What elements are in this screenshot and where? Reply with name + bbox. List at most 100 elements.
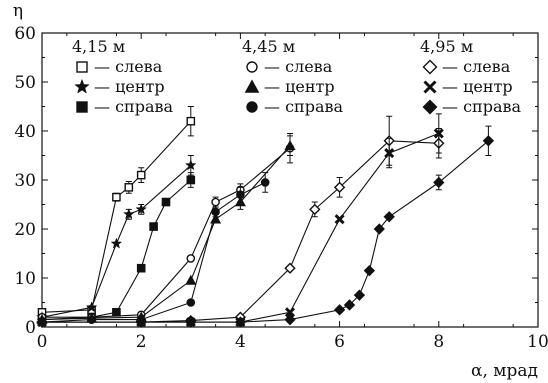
series-circle-open	[37, 132, 295, 322]
series-triangle-filled	[36, 135, 296, 324]
data-point	[135, 316, 147, 328]
y-tick-label: 20	[14, 220, 36, 240]
y-tick-label: 50	[14, 73, 36, 93]
data-point	[87, 315, 96, 324]
data-point	[334, 214, 345, 225]
legend-marker	[246, 61, 258, 73]
legend-entry: — центр	[244, 77, 335, 96]
legend-group: 4,95 м— слева— центр— справа	[420, 37, 522, 116]
legend-entry-label: — слева	[264, 57, 333, 76]
data-point	[211, 197, 220, 207]
x-tick-label: 10	[527, 332, 548, 352]
x-tick-label: 4	[235, 332, 246, 352]
legend-entry-label: — слева	[442, 57, 511, 76]
series-star	[36, 155, 197, 323]
data-point	[186, 254, 196, 263]
y-tick-label: 10	[14, 269, 36, 289]
legend-marker	[246, 101, 258, 113]
data-point	[211, 207, 220, 217]
data-point	[236, 190, 245, 199]
data-point	[234, 316, 247, 328]
data-point	[124, 183, 134, 192]
data-point	[333, 181, 346, 194]
x-tick-label: 0	[37, 332, 48, 352]
data-point	[284, 307, 296, 318]
data-point	[136, 263, 146, 273]
legend-group-title: 4,15 м	[72, 37, 125, 56]
data-point	[284, 139, 296, 150]
series-square-open	[37, 106, 196, 317]
legend-entry: — слева	[246, 57, 333, 76]
legend-marker	[422, 99, 438, 115]
data-point	[186, 298, 196, 307]
legend-group-title: 4,95 м	[420, 37, 473, 56]
data-point	[373, 223, 385, 235]
legend-marker	[423, 80, 437, 94]
data-point	[149, 222, 158, 231]
series-circle-filled	[37, 172, 270, 327]
legend-entry: — справа	[76, 97, 174, 116]
series-line	[41, 120, 192, 313]
y-tick-label: 0	[25, 318, 36, 338]
series-line	[42, 147, 291, 318]
legend-entry: — слева	[422, 57, 511, 76]
legend-entry: — центр	[423, 77, 513, 96]
data-point	[343, 299, 356, 311]
series-diamond-filled	[36, 125, 495, 328]
data-point	[383, 211, 395, 223]
x-axis-label: α, мрад	[471, 361, 538, 381]
x-tick-label: 8	[433, 332, 444, 352]
data-point	[184, 159, 197, 171]
legend-group: 4,45 м— слева— центр— справа	[242, 37, 344, 116]
data-point	[85, 301, 98, 313]
legend-entry-label: — справа	[442, 97, 522, 116]
series-layer	[36, 106, 495, 328]
data-point	[112, 192, 121, 202]
legend-entry: — центр	[74, 77, 165, 96]
data-point	[433, 128, 444, 139]
legend-entry-label: — центр	[442, 77, 513, 96]
legend-entry-label: — центр	[94, 77, 165, 96]
data-point	[112, 308, 121, 317]
data-point	[433, 176, 445, 189]
legend-group: 4,15 м— слева— центр— справа	[72, 37, 174, 116]
data-point	[353, 289, 366, 301]
series-diamond-open	[36, 115, 445, 328]
legend-entry: — справа	[422, 97, 522, 116]
data-point	[186, 175, 196, 185]
data-point	[186, 116, 196, 126]
series-line	[41, 145, 291, 321]
data-point	[284, 262, 296, 274]
legend-entry: — слева	[76, 57, 163, 76]
data-point	[363, 264, 376, 277]
data-point	[122, 208, 135, 220]
series-cross	[36, 113, 444, 328]
data-point	[135, 203, 148, 215]
legend-entry: — справа	[246, 97, 344, 116]
y-tick-label: 60	[14, 24, 36, 44]
x-tick-label: 2	[136, 332, 147, 352]
data-point	[136, 170, 146, 180]
y-tick-label: 40	[14, 122, 36, 142]
x-tick-label: 6	[334, 332, 345, 352]
data-point	[185, 274, 197, 285]
y-axis-label: η	[13, 1, 23, 21]
legend-marker	[76, 101, 88, 113]
legend-marker	[74, 78, 90, 94]
data-point	[161, 197, 171, 207]
legend-entry-label: — справа	[264, 97, 344, 116]
data-point	[482, 135, 495, 147]
axes: 0 2 4 6 8 10 0 10 20 30 40 50 60 η α, мрад	[13, 1, 548, 381]
data-point	[260, 178, 270, 187]
data-point	[185, 316, 197, 328]
legend-entry-label: — слева	[94, 57, 163, 76]
data-point	[309, 203, 321, 216]
series-line	[41, 164, 192, 318]
data-point	[110, 237, 123, 249]
legend-entry-label: — справа	[94, 97, 174, 116]
legend-entry-label: — центр	[264, 77, 335, 96]
data-point	[333, 304, 346, 316]
legend-group-title: 4,45 м	[242, 37, 295, 56]
